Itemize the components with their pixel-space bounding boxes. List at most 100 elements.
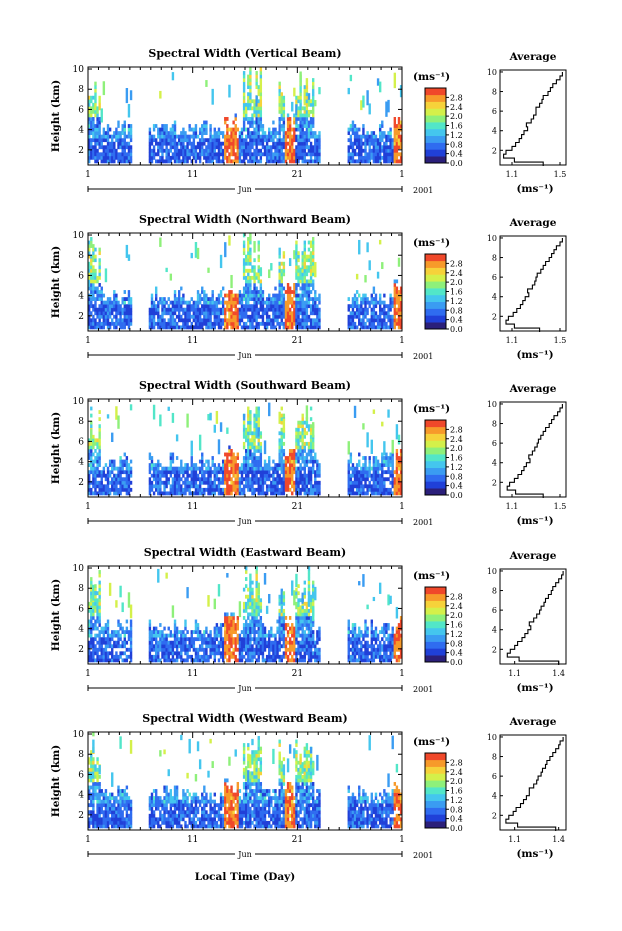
heatmap-cell xyxy=(228,134,231,139)
heatmap-cell xyxy=(249,279,252,284)
heatmap-cell xyxy=(282,155,286,160)
heatmap-cell xyxy=(385,152,388,157)
heatmap-cell xyxy=(88,124,91,128)
heatmap-cell xyxy=(242,106,246,111)
heatmap-cell xyxy=(360,473,363,478)
heatmap-cell xyxy=(364,138,367,143)
heatmap-cell xyxy=(291,484,294,489)
heatmap-cell xyxy=(280,420,283,425)
heatmap-cell xyxy=(113,633,116,638)
heatmap-cell xyxy=(276,304,279,309)
heatmap-cell xyxy=(293,155,296,160)
heatmap-cell xyxy=(393,325,397,330)
heatmap-cell xyxy=(182,127,185,132)
heatmap-cell xyxy=(167,131,170,135)
heatmap-cell xyxy=(305,268,309,273)
heatmap-cell xyxy=(389,138,392,143)
heatmap-cell xyxy=(173,131,177,135)
heatmap-cell xyxy=(397,300,401,305)
heatmap-cell xyxy=(194,242,198,258)
heatmap-cell xyxy=(92,304,95,309)
heatmap-cell xyxy=(125,297,129,301)
heatmap-cell xyxy=(259,106,263,111)
heatmap-cell xyxy=(295,477,298,482)
heatmap-cell xyxy=(376,491,380,496)
heatmap-cell xyxy=(372,155,376,160)
heatmap-cell xyxy=(240,491,244,496)
heatmap-cell xyxy=(175,487,179,492)
heatmap-cell xyxy=(242,92,246,97)
heatmap-cell xyxy=(247,145,250,150)
heatmap-cell xyxy=(309,438,313,443)
heatmap-cell xyxy=(301,286,304,291)
heatmap-cell xyxy=(209,155,212,160)
heatmap-cell xyxy=(311,134,315,139)
colorbar-tick-label: 2.8 xyxy=(450,259,463,268)
heatmap-cell xyxy=(372,131,376,135)
heatmap-cell xyxy=(253,438,256,443)
heatmap-cell xyxy=(360,318,363,323)
heatmap-cell xyxy=(186,321,189,326)
heatmap-cell xyxy=(163,466,166,471)
heatmap-cell xyxy=(90,591,93,596)
heatmap-cell xyxy=(102,487,106,492)
heatmap-cell xyxy=(311,459,315,464)
heatmap-cell xyxy=(106,637,110,642)
heatmap-cell xyxy=(157,145,160,150)
heatmap-cell xyxy=(276,484,279,489)
heatmap-cell xyxy=(113,155,116,160)
heatmap-cell xyxy=(242,233,246,238)
heatmap-cell xyxy=(209,473,212,478)
heatmap-cell xyxy=(167,626,170,631)
heatmap-cell xyxy=(194,480,198,485)
heatmap-cell xyxy=(261,141,265,146)
heatmap-cell xyxy=(305,85,309,90)
panel-title: Spectral Width (Southward Beam) xyxy=(139,379,351,392)
heatmap-cell xyxy=(360,491,363,496)
heatmap-cell xyxy=(242,247,246,252)
heatmap-cell xyxy=(255,152,258,157)
heatmap-cell xyxy=(395,300,399,305)
heatmap-cell xyxy=(230,304,233,309)
heatmap-cell xyxy=(226,321,229,326)
heatmap-cell xyxy=(207,470,210,475)
heatmap-cell xyxy=(240,300,244,305)
heatmap-cell xyxy=(309,406,313,411)
heatmap-cell xyxy=(171,311,175,316)
heatmap-cell xyxy=(253,318,256,323)
heatmap-cell xyxy=(88,623,91,627)
heatmap-cell xyxy=(209,466,212,471)
heatmap-cell xyxy=(207,155,210,160)
heatmap-cell xyxy=(219,293,223,298)
heatmap-cell xyxy=(159,159,162,164)
heatmap-cell xyxy=(236,318,240,323)
heatmap-cell xyxy=(362,314,365,319)
heatmap-cell xyxy=(395,484,399,489)
heatmap-cell xyxy=(96,109,99,114)
heatmap-cell xyxy=(249,314,252,319)
profile-y-tick-label: 8 xyxy=(492,420,497,429)
heatmap-cell xyxy=(309,491,313,496)
heatmap-cell xyxy=(148,314,152,319)
heatmap-cell xyxy=(284,487,288,492)
heatmap-cell xyxy=(171,124,175,128)
heatmap-cell xyxy=(378,311,382,316)
heatmap-cell xyxy=(98,145,101,150)
heatmap-cell xyxy=(111,644,114,649)
heatmap-cell xyxy=(129,644,133,649)
heatmap-cell xyxy=(301,318,304,323)
heatmap-cell xyxy=(309,159,313,164)
heatmap-cell xyxy=(106,414,110,419)
heatmap-cell xyxy=(100,630,103,634)
heatmap-cell xyxy=(94,113,97,118)
heatmap-cell xyxy=(366,300,369,305)
heatmap-cell xyxy=(370,439,373,454)
heatmap-cell xyxy=(288,325,292,330)
heatmap-cell xyxy=(288,286,292,291)
heatmap-cell xyxy=(152,311,156,316)
heatmap-cell xyxy=(301,272,304,277)
heatmap-cell xyxy=(305,141,309,146)
heatmap-cell xyxy=(286,290,290,294)
heatmap-cell xyxy=(98,452,101,457)
heatmap-cell xyxy=(297,484,300,489)
